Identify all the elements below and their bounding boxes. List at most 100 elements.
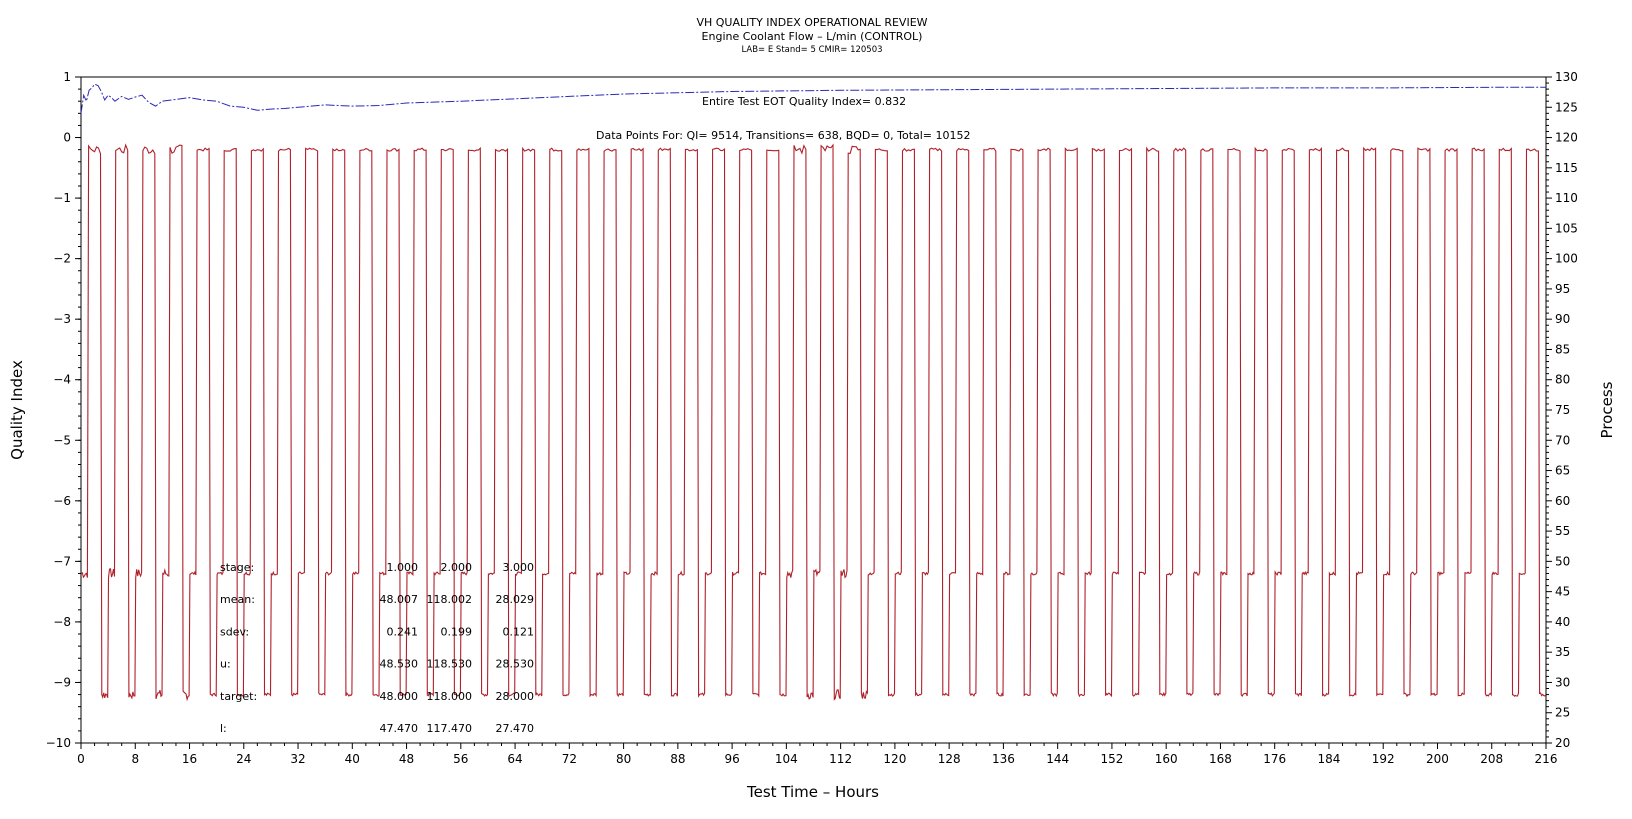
chart-subtitle-lab: LAB= E Stand= 5 CMIR= 120503 — [741, 45, 882, 55]
chart-subtitle: Engine Coolant Flow – L/min (CONTROL) — [702, 30, 923, 43]
stats-row-label: l: — [220, 722, 227, 735]
x-tick-label: 40 — [345, 752, 360, 766]
y-tick-label: −9 — [53, 675, 71, 689]
x-tick-label: 0 — [77, 752, 85, 766]
y2-tick-label: 20 — [1555, 736, 1570, 750]
x-tick-label: 152 — [1100, 752, 1123, 766]
stats-cell: 118.002 — [427, 593, 473, 606]
y2-tick-label: 40 — [1555, 615, 1570, 629]
stats-cell: 2.000 — [441, 561, 473, 574]
y2-tick-label: 100 — [1555, 252, 1578, 266]
y2-tick-label: 65 — [1555, 464, 1570, 478]
y2-tick-label: 125 — [1555, 100, 1578, 114]
x-tick-label: 32 — [290, 752, 305, 766]
y2-tick-label: 30 — [1555, 675, 1570, 689]
y2-tick-label: 115 — [1555, 161, 1578, 175]
eot-annotation: Entire Test EOT Quality Index= 0.832 — [702, 95, 906, 108]
stats-row-label: target: — [220, 690, 257, 703]
x-tick-label: 192 — [1372, 752, 1395, 766]
y-tick-label: −6 — [53, 494, 71, 508]
x-tick-label: 168 — [1209, 752, 1232, 766]
stats-row-label: mean: — [220, 593, 255, 606]
x-tick-label: 184 — [1318, 752, 1341, 766]
y-axis-label: Quality Index — [8, 360, 26, 460]
x-tick-label: 160 — [1155, 752, 1178, 766]
y-tick-label: −5 — [53, 433, 71, 447]
y-tick-label: 0 — [63, 131, 71, 145]
datapoints-annotation: Data Points For: QI= 9514, Transitions= … — [596, 129, 971, 142]
stats-cell: 28.530 — [496, 658, 535, 671]
y-tick-label: −1 — [53, 191, 71, 205]
quality-index-series-line — [80, 83, 1547, 114]
x-axis: 0 8 16 24 32 40 48 56 64 72 80 88 96 104 112 120 128 136 1… — [77, 743, 1557, 766]
y-tick-label: −8 — [53, 615, 71, 629]
x-tick-label: 112 — [829, 752, 852, 766]
x-tick-label: 64 — [507, 752, 522, 766]
stats-row-label: stage: — [220, 561, 254, 574]
x-tick-label: 208 — [1480, 752, 1503, 766]
stats-cell: 28.029 — [496, 593, 535, 606]
stats-cell: 48.007 — [380, 593, 419, 606]
y2-tick-label: 75 — [1555, 403, 1570, 417]
stats-cell: 118.530 — [427, 658, 473, 671]
x-tick-label: 128 — [938, 752, 961, 766]
stats-cell: 1.000 — [387, 561, 419, 574]
stats-cell: 0.121 — [503, 625, 535, 638]
y-tick-label: −3 — [53, 312, 71, 326]
y2-tick-label: 90 — [1555, 312, 1570, 326]
stats-cell: 0.199 — [441, 625, 473, 638]
y2-tick-label: 130 — [1555, 70, 1578, 84]
y2-tick-label: 45 — [1555, 585, 1570, 599]
x-tick-label: 176 — [1263, 752, 1286, 766]
stats-table: stage: 1.000 2.000 3.000 mean: 48.007 118.002 2… — [220, 561, 534, 735]
x-tick-label: 120 — [883, 752, 906, 766]
x-tick-label: 48 — [399, 752, 414, 766]
x-tick-label: 216 — [1535, 752, 1558, 766]
y-tick-label: −7 — [53, 554, 71, 568]
x-tick-label: 80 — [616, 752, 631, 766]
y-tick-label: −10 — [46, 736, 71, 750]
stats-row-label: sdev: — [220, 625, 249, 638]
y-axis-left: 1 0 −1 −2 −3 −4 −5 −6 −7 −8 −9 −10 — [46, 70, 81, 750]
x-tick-label: 200 — [1426, 752, 1449, 766]
stats-cell: 118.000 — [427, 690, 473, 703]
x-tick-label: 24 — [236, 752, 251, 766]
stats-cell: 0.241 — [387, 625, 419, 638]
process-series-line — [80, 143, 1546, 702]
y-axis-right: 130 125 120 115 110 105 100 95 90 85 80 75 70 65 60 55 5… — [1546, 70, 1578, 750]
y2-tick-label: 120 — [1555, 131, 1578, 145]
x-tick-label: 96 — [724, 752, 739, 766]
x-tick-label: 8 — [131, 752, 139, 766]
y-tick-label: 1 — [63, 70, 71, 84]
y2-tick-label: 85 — [1555, 342, 1570, 356]
x-tick-label: 88 — [670, 752, 685, 766]
y2-tick-label: 55 — [1555, 524, 1570, 538]
stats-cell: 48.000 — [380, 690, 419, 703]
stats-cell: 48.530 — [380, 658, 419, 671]
y2-tick-label: 70 — [1555, 433, 1570, 447]
y2-axis-label: Process — [1598, 381, 1616, 438]
chart-title: VH QUALITY INDEX OPERATIONAL REVIEW — [696, 16, 927, 29]
stats-cell: 28.000 — [496, 690, 535, 703]
stats-cell: 47.470 — [380, 722, 419, 735]
x-axis-label: Test Time – Hours — [746, 783, 879, 801]
x-tick-label: 16 — [182, 752, 197, 766]
y2-tick-label: 105 — [1555, 221, 1578, 235]
y2-tick-label: 60 — [1555, 494, 1570, 508]
y2-tick-label: 80 — [1555, 373, 1570, 387]
y-tick-label: −2 — [53, 252, 71, 266]
x-tick-label: 136 — [992, 752, 1015, 766]
y2-tick-label: 95 — [1555, 282, 1570, 296]
y-tick-label: −4 — [53, 373, 71, 387]
stats-cell: 117.470 — [427, 722, 473, 735]
stats-row-label: u: — [220, 658, 231, 671]
y2-tick-label: 50 — [1555, 554, 1570, 568]
stats-cell: 3.000 — [503, 561, 535, 574]
x-tick-label: 56 — [453, 752, 468, 766]
stats-cell: 27.470 — [496, 722, 535, 735]
y2-tick-label: 35 — [1555, 645, 1570, 659]
x-tick-label: 144 — [1046, 752, 1069, 766]
x-tick-label: 72 — [562, 752, 577, 766]
x-tick-label: 104 — [775, 752, 798, 766]
